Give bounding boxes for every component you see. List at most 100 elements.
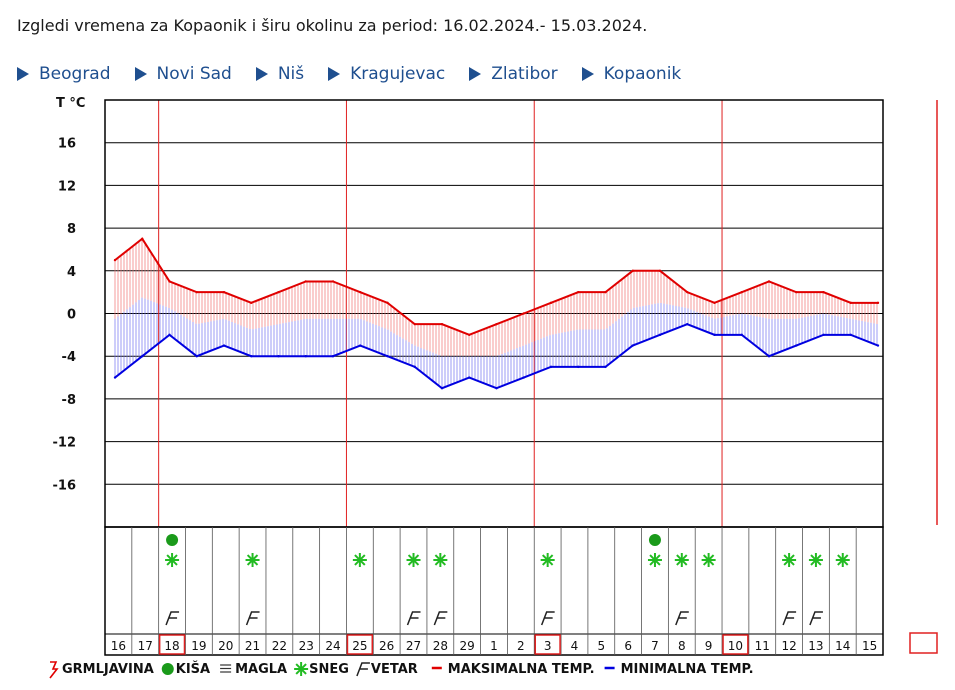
day-label: 16	[111, 639, 126, 653]
min-temp-point	[795, 344, 798, 347]
snow-icon	[647, 553, 662, 567]
legend-label-kisa: KIŠA	[176, 661, 210, 677]
nav-link-label: Kopaonik	[603, 64, 682, 84]
day-label: 11	[755, 639, 770, 653]
max-temp-point	[658, 269, 662, 272]
y-tick-label: -12	[53, 436, 77, 451]
arrow-right-icon	[255, 67, 268, 81]
day-label: 18	[164, 639, 179, 653]
min-temp-point	[686, 322, 689, 326]
snow-stroke	[434, 554, 447, 566]
min-temp-point	[304, 355, 307, 358]
snow-icon	[433, 553, 448, 567]
min-temp-point	[222, 344, 226, 347]
max-temp-point	[304, 280, 307, 283]
legend-label-vetar: VETAR	[371, 662, 418, 677]
nav-link-0[interactable]: Beograd	[17, 64, 111, 84]
highlight-day-box	[158, 634, 186, 655]
legend-label-max: MAKSIMALNA TEMP.	[448, 662, 595, 677]
legend-label-min: MINIMALNA TEMP.	[621, 662, 754, 677]
nav-link-label: Novi Sad	[156, 64, 232, 84]
lightning-icon	[49, 661, 59, 679]
max-temp-point	[359, 290, 362, 294]
max-temp-point	[549, 301, 553, 305]
min-temp-point	[141, 355, 144, 358]
snow-stroke	[783, 554, 795, 566]
max-temp-point	[413, 322, 416, 326]
day-label: 7	[651, 639, 659, 653]
day-label: 5	[597, 639, 605, 653]
max-temp-point	[604, 290, 607, 294]
snow-stroke	[702, 554, 715, 566]
max-temp-point	[822, 290, 825, 294]
city-nav: Beograd Novi Sad Niš Kragujevac Zlatibor Kopa…	[17, 62, 705, 86]
nav-link-label: Kragujevac	[350, 64, 446, 84]
arrow-right-icon	[469, 67, 482, 81]
day-label: 14	[835, 639, 850, 653]
y-tick-label: 16	[58, 137, 76, 152]
nav-link-label: Niš	[277, 64, 305, 84]
day-label: 2	[517, 639, 525, 653]
max-temp-point	[876, 301, 880, 305]
snow-stroke	[407, 554, 420, 566]
max-temp-point	[168, 280, 171, 283]
snow-icon	[294, 662, 309, 676]
day-label: 25	[352, 639, 367, 653]
max-temp-point	[495, 322, 498, 326]
min-temp-point	[359, 344, 362, 347]
day-label: 6	[624, 639, 632, 653]
max-temp-point	[141, 237, 144, 240]
snow-stroke	[649, 554, 661, 566]
max-temp-point	[795, 290, 798, 294]
wind-icon	[809, 611, 823, 626]
y-axis-label: T °C	[56, 96, 85, 111]
snow-stroke	[837, 554, 849, 566]
min-temp-point	[468, 376, 471, 379]
snow-icon	[245, 553, 260, 567]
nav-link-3[interactable]: Kragujevac	[328, 64, 445, 84]
snow-stroke	[676, 554, 688, 566]
max-temp-point	[195, 290, 198, 294]
min-temp-point	[604, 365, 607, 369]
rain-dot-icon	[161, 663, 174, 675]
day-label: 21	[245, 639, 260, 653]
nav-link-4[interactable]: Zlatibor	[469, 64, 558, 84]
min-temp-point	[413, 365, 416, 369]
max-temp-point	[250, 301, 253, 305]
min-temp-point	[440, 387, 444, 390]
snow-icon	[406, 553, 421, 567]
nav-link-2[interactable]: Niš	[255, 64, 305, 84]
y-tick-label: 8	[67, 222, 76, 237]
nav-link-label: Zlatibor	[491, 64, 558, 84]
day-label: 12	[781, 639, 796, 653]
max-temp-point	[222, 290, 226, 294]
y-tick-label: -16	[53, 478, 77, 493]
day-label: 19	[191, 639, 206, 653]
day-label: 26	[379, 639, 394, 653]
min-temp-point	[495, 387, 498, 390]
chart-background	[25, 92, 930, 682]
nav-link-5[interactable]: Kopaonik	[581, 64, 682, 84]
legend-label-magla: MAGLA	[235, 662, 287, 677]
arrow-right-icon	[581, 67, 594, 81]
snow-stroke	[246, 554, 259, 566]
nav-link-1[interactable]: Novi Sad	[134, 64, 232, 84]
day-label: 17	[138, 639, 153, 653]
snow-icon	[352, 553, 367, 567]
legend-box	[909, 632, 938, 654]
max-temp-point	[713, 301, 716, 305]
min-temp-point	[577, 365, 580, 369]
y-tick-label: -4	[62, 350, 76, 365]
day-label: 22	[272, 639, 287, 653]
day-label: 29	[460, 639, 475, 653]
snow-icon	[835, 553, 850, 567]
day-label: 3	[544, 639, 552, 653]
day-label: 15	[862, 639, 877, 653]
day-label: 8	[678, 639, 686, 653]
y-tick-label: 0	[67, 308, 76, 323]
max-temp-point	[767, 280, 771, 283]
legend-label-grmljavina: GRMLJAVINA	[62, 662, 154, 677]
day-label: 1	[490, 639, 498, 653]
snow-icon	[808, 553, 823, 567]
